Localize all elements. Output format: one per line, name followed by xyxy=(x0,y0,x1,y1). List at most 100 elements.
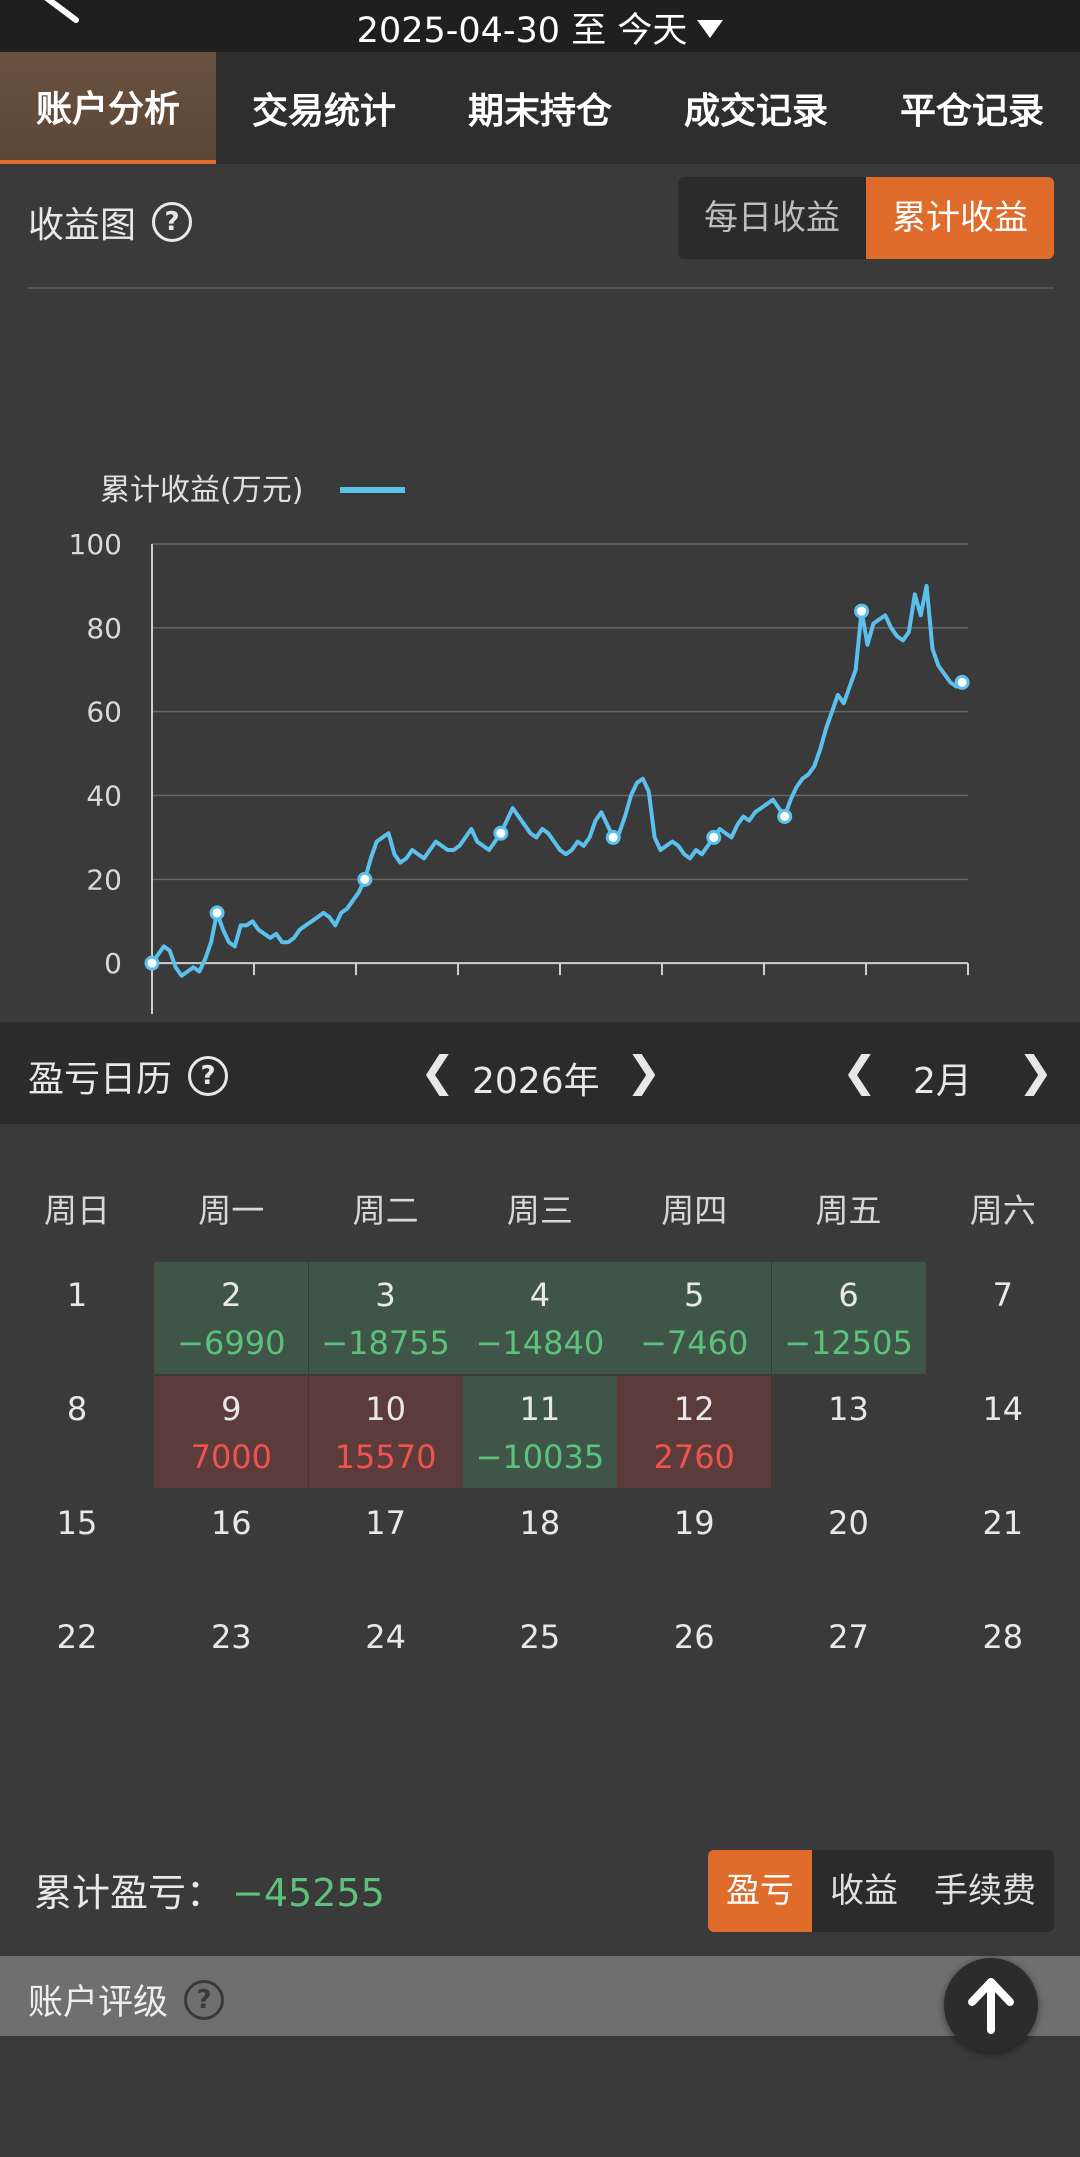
day-number: 3 xyxy=(375,1276,396,1314)
calendar-day[interactable]: 4 −14840 xyxy=(462,1262,617,1374)
calendar-day[interactable]: 1 xyxy=(0,1262,154,1374)
fee-button[interactable]: 手续费 xyxy=(934,1871,1036,1911)
profit-chart-section: 收益图 ? 每日收益 累计收益 100806040200-2004/3006/0… xyxy=(0,164,1080,1022)
daily-profit-button[interactable]: 每日收益 xyxy=(704,198,840,238)
tab-label: 成交记录 xyxy=(683,91,828,132)
calendar-day[interactable]: 16 xyxy=(154,1490,308,1602)
day-number: 27 xyxy=(828,1618,869,1656)
data-point-marker xyxy=(777,808,793,824)
day-number: 26 xyxy=(673,1618,715,1656)
data-point-marker xyxy=(144,955,160,971)
calendar-day[interactable]: 26 xyxy=(617,1604,771,1716)
weekday-label: 周六 xyxy=(969,1191,1036,1230)
tab-trade-stats[interactable]: 交易统计 xyxy=(216,52,432,164)
calendar-day[interactable]: 10 15570 xyxy=(308,1376,463,1488)
calendar-day[interactable]: 18 xyxy=(463,1490,617,1602)
day-pnl-value: −7460 xyxy=(640,1324,749,1362)
year-label: 2026年 xyxy=(472,1061,600,1102)
day-number: 5 xyxy=(684,1276,705,1314)
calendar-day[interactable]: 21 xyxy=(926,1490,1080,1602)
calendar-day[interactable]: 17 xyxy=(309,1490,463,1602)
calendar-day[interactable]: 3 −18755 xyxy=(308,1262,463,1374)
calendar-day[interactable]: 15 xyxy=(0,1490,154,1602)
calendar-day[interactable]: 23 xyxy=(154,1604,308,1716)
tab-account-analysis[interactable]: 账户分析 xyxy=(0,52,216,164)
tab-fills[interactable]: 成交记录 xyxy=(648,52,864,164)
date-range-selector[interactable]: 2025-04-30 至 今天 xyxy=(0,2,1080,53)
day-pnl-value: 7000 xyxy=(190,1438,273,1476)
calendar-day[interactable]: 5 −7460 xyxy=(617,1262,772,1374)
day-number: 7 xyxy=(992,1276,1013,1314)
calendar-day[interactable]: 14 xyxy=(926,1376,1080,1488)
main-tabs: 账户分析 交易统计 期末持仓 成交记录 平仓记录 xyxy=(0,52,1080,164)
data-point-marker xyxy=(706,829,722,845)
help-icon[interactable]: ? xyxy=(152,202,193,242)
y-tick-label: 0 xyxy=(104,947,122,980)
prev-year-chevron-icon[interactable]: ❮ xyxy=(420,1047,456,1096)
calendar-day[interactable]: 19 xyxy=(617,1490,771,1602)
help-icon[interactable]: ? xyxy=(188,1056,229,1096)
y-tick-label: 40 xyxy=(86,780,122,813)
day-pnl-value: −18755 xyxy=(321,1324,450,1362)
day-number: 22 xyxy=(56,1618,98,1656)
calendar-day[interactable]: 22 xyxy=(0,1604,154,1716)
scroll-to-top-button[interactable] xyxy=(944,1958,1038,2052)
pnl-button[interactable]: 盈亏 xyxy=(708,1850,812,1932)
account-rating-title-text: 账户评级 xyxy=(28,1983,169,2023)
divider xyxy=(28,287,1054,289)
day-number: 19 xyxy=(673,1504,715,1542)
day-number: 20 xyxy=(828,1504,869,1542)
calendar-day[interactable]: 20 xyxy=(772,1490,926,1602)
tab-closed-positions[interactable]: 平仓记录 xyxy=(864,52,1080,164)
next-month-chevron-icon[interactable]: ❯ xyxy=(1018,1047,1054,1096)
pnl-calendar-title-text: 盈亏日历 xyxy=(28,1059,173,1100)
calendar-day[interactable]: 27 xyxy=(772,1604,926,1716)
data-point-marker xyxy=(605,829,621,845)
day-number: 14 xyxy=(982,1390,1024,1428)
bottom-area xyxy=(0,2036,1080,2157)
next-year-chevron-icon[interactable]: ❯ xyxy=(626,1047,662,1096)
pnl-calendar-title: 盈亏日历 ? xyxy=(28,1050,229,1102)
day-number: 15 xyxy=(56,1504,98,1542)
pnl-calendar: 周日 周一 周二 周三 周四 周五 周六 1 2 −6990 3 −18755 4 −14840 5 −74… xyxy=(0,1124,1080,1956)
help-icon[interactable]: ? xyxy=(184,1979,225,2020)
cumulative-pnl: 累计盈亏： −45255 xyxy=(34,1862,385,1917)
day-pnl-value: −12505 xyxy=(784,1324,913,1362)
calendar-day[interactable]: 12 2760 xyxy=(617,1376,772,1488)
calendar-day[interactable]: 13 xyxy=(772,1376,926,1488)
calendar-day[interactable]: 9 7000 xyxy=(154,1376,309,1488)
day-number: 28 xyxy=(982,1618,1024,1656)
data-point-marker xyxy=(854,603,870,619)
calendar-day[interactable]: 8 xyxy=(0,1376,154,1488)
y-tick-label: 80 xyxy=(86,612,122,645)
calendar-day[interactable]: 11 −10035 xyxy=(462,1376,617,1488)
calendar-day[interactable]: 7 xyxy=(926,1262,1080,1374)
tab-label: 期末持仓 xyxy=(467,91,612,132)
y-tick-label: 60 xyxy=(86,696,122,729)
chart-ticks: 100806040200-2004/3006/0907/1108/1409/17… xyxy=(69,528,122,980)
calendar-day[interactable]: 2 −6990 xyxy=(154,1262,309,1374)
prev-month-chevron-icon[interactable]: ❮ xyxy=(842,1047,878,1096)
day-number: 4 xyxy=(529,1276,551,1314)
chart-grid xyxy=(151,543,969,1014)
tab-label: 交易统计 xyxy=(251,91,396,132)
day-number: 1 xyxy=(66,1276,88,1314)
cumulative-pnl-label: 累计盈亏： xyxy=(34,1871,225,1915)
cumulative-profit-button[interactable]: 累计收益 xyxy=(866,177,1054,259)
data-point-marker xyxy=(209,905,225,921)
tab-positions[interactable]: 期末持仓 xyxy=(432,52,648,164)
month-label: 2月 xyxy=(913,1061,972,1102)
chart-legend: 累计收益(万元) xyxy=(100,473,405,508)
series-line-cumulative-profit xyxy=(150,583,970,978)
day-number: 6 xyxy=(838,1276,859,1314)
day-pnl-value: −10035 xyxy=(475,1438,605,1476)
calendar-day[interactable]: 25 xyxy=(463,1604,617,1716)
calendar-day[interactable]: 24 xyxy=(309,1604,463,1716)
calendar-day[interactable]: 28 xyxy=(926,1604,1080,1716)
calendar-day[interactable]: 6 −12505 xyxy=(771,1262,926,1374)
weekday-label: 周一 xyxy=(198,1191,265,1230)
income-button[interactable]: 收益 xyxy=(830,1871,898,1911)
date-range-label: 2025-04-30 至 今天 xyxy=(356,11,688,51)
back-arrow-icon[interactable] xyxy=(30,0,90,34)
y-tick-label: 20 xyxy=(86,863,122,896)
